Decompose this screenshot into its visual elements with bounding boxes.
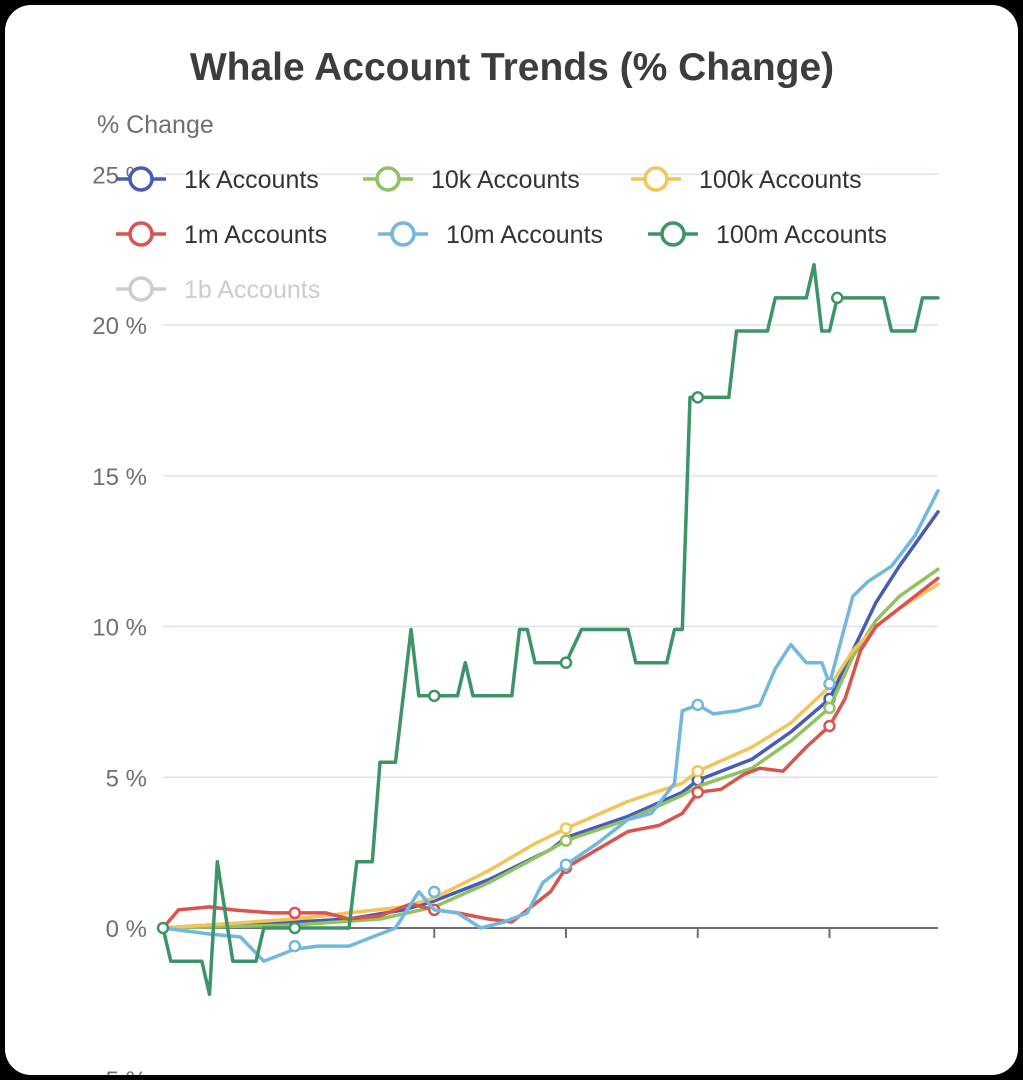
data-point-marker[interactable] [156, 921, 170, 935]
data-point-marker[interactable] [691, 764, 704, 778]
legend-item-10k-accounts[interactable]: 10k Accounts [363, 166, 580, 194]
legend-label: 10m Accounts [446, 221, 603, 249]
legend-label: 1b Accounts [184, 276, 320, 304]
line-chart: Whale Account Trends (% Change) % Change… [92, 46, 940, 1075]
legend-label: 10k Accounts [431, 166, 580, 194]
legend-circle-icon [375, 166, 401, 192]
legend[interactable]: 1k Accounts 10k Accounts 100k Accounts 1m A… [116, 166, 887, 304]
legend-circle-icon [643, 166, 669, 192]
legend-item-1b-accounts[interactable]: 1b Accounts [116, 276, 320, 304]
y-tick-label: 10 % [92, 615, 147, 642]
y-tick-label: 20 % [92, 313, 147, 340]
legend-item-100k-accounts[interactable]: 100k Accounts [631, 166, 862, 194]
series-line [161, 567, 940, 930]
data-point-marker[interactable] [691, 391, 704, 404]
data-point-marker[interactable] [559, 858, 573, 871]
legend-item-1m-accounts[interactable]: 1m Accounts [116, 221, 327, 249]
data-point-marker[interactable] [559, 822, 573, 835]
data-point-marker[interactable] [288, 939, 301, 953]
data-point-marker[interactable] [559, 834, 573, 847]
data-point-marker[interactable] [691, 786, 704, 799]
legend-label: 100m Accounts [716, 221, 887, 249]
chart-title: Whale Account Trends (% Change) [190, 46, 834, 89]
legend-circle-icon [128, 221, 154, 247]
series-1k-accounts [161, 510, 940, 930]
data-point-marker[interactable] [288, 921, 301, 935]
series-line [161, 510, 940, 930]
grid-lines [163, 173, 938, 778]
legend-label: 1k Accounts [184, 166, 319, 194]
y-tick-label: 5 % [106, 765, 147, 792]
legend-label: 1m Accounts [184, 221, 327, 249]
legend-item-1k-accounts[interactable]: 1k Accounts [116, 166, 319, 194]
legend-item-10m-accounts[interactable]: 10m Accounts [378, 221, 603, 249]
y-tick-label: 0 % [106, 916, 147, 943]
series-100m-accounts [156, 262, 940, 997]
y-axis-label: % Change [97, 111, 214, 139]
y-tick-label: 15 % [92, 464, 147, 491]
legend-label: 100k Accounts [699, 166, 862, 194]
series-10k-accounts [161, 567, 940, 930]
series-line [161, 582, 940, 930]
data-point-marker[interactable] [831, 291, 844, 305]
data-point-marker[interactable] [428, 885, 441, 899]
data-point-marker[interactable] [823, 701, 836, 715]
series-100k-accounts [161, 582, 940, 930]
legend-circle-icon [128, 276, 154, 302]
y-tick-label: -5 % [98, 1067, 147, 1075]
data-point-marker[interactable] [823, 719, 836, 733]
legend-circle-icon [128, 166, 154, 192]
legend-circle-icon [390, 221, 416, 247]
data-point-marker[interactable] [823, 677, 836, 691]
y-axis-ticks: -5 %0 %5 %10 %15 %20 %25 % [92, 162, 147, 1075]
data-point-marker[interactable] [559, 656, 573, 669]
series-10m-accounts [161, 489, 940, 963]
data-point-marker[interactable] [691, 698, 704, 712]
legend-circle-icon [660, 221, 686, 247]
series-line [161, 262, 940, 997]
legend-item-100m-accounts[interactable]: 100m Accounts [648, 221, 887, 249]
chart-card: Whale Account Trends (% Change) % Change… [5, 5, 1018, 1075]
data-point-marker[interactable] [428, 689, 441, 703]
series-lines [156, 262, 940, 997]
data-point-marker[interactable] [288, 906, 301, 920]
